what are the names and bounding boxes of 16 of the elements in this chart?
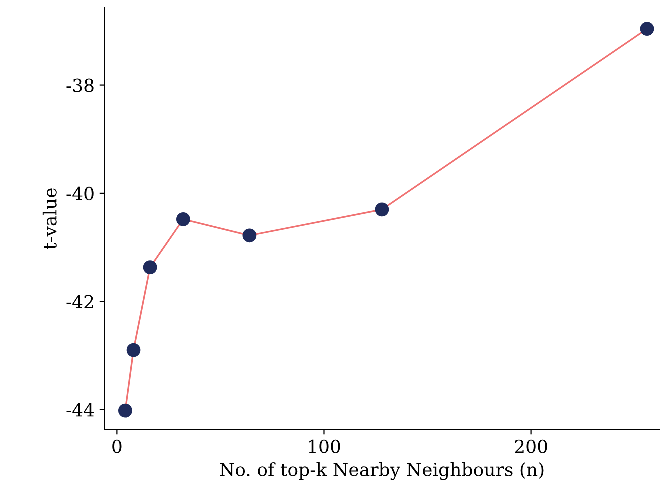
x-tick-label: 100 (309, 440, 340, 454)
point (375, 202, 390, 217)
point (242, 228, 257, 243)
y-tick-label: -42 (66, 295, 94, 308)
y-axis-title: t-value (42, 188, 57, 250)
x-axis-title: No. of top-k Nearby Neighbours (n) (220, 462, 544, 480)
y-tick-label: -44 (66, 403, 94, 417)
point (143, 260, 158, 274)
point (640, 22, 654, 36)
point (126, 343, 141, 358)
x-tick-label: 200 (515, 440, 548, 454)
point (176, 212, 190, 226)
point (118, 404, 132, 418)
x-tick-label: 0 (112, 440, 122, 454)
y-tick-label: -38 (66, 78, 94, 92)
y-tick-label: -40 (66, 186, 94, 201)
